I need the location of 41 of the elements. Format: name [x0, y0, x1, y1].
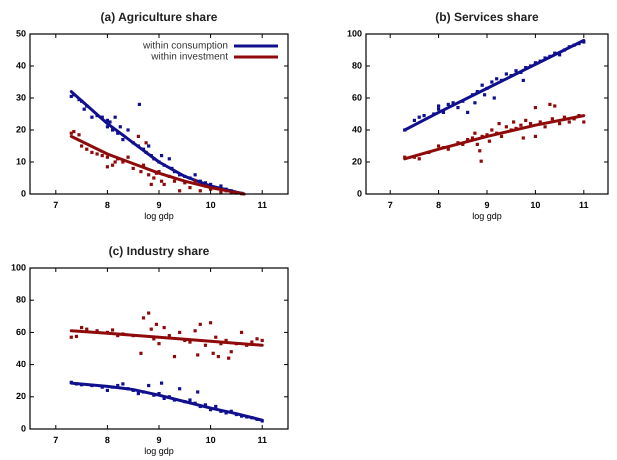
y-tick-label: 0 — [356, 188, 362, 198]
y-tick-label: 0 — [20, 423, 26, 434]
x-tick-label: 7 — [388, 200, 393, 210]
x-tick-label: 10 — [206, 200, 216, 210]
x-tick-label: 11 — [257, 200, 267, 210]
y-tick-label: 50 — [16, 28, 26, 38]
y-tick-label: 30 — [16, 92, 26, 102]
x-tick-label: 9 — [484, 200, 490, 210]
y-tick-label: 0 — [20, 188, 26, 198]
x-tick-label: 11 — [257, 435, 267, 445]
x-tick-label: 7 — [53, 200, 58, 210]
x-tick-label: 9 — [156, 435, 162, 445]
x-axis-title: log gdp — [472, 211, 502, 221]
y-tick-label: 40 — [352, 124, 362, 134]
y-tick-label: 100 — [10, 262, 26, 272]
x-tick-label: 10 — [206, 435, 216, 445]
y-tick-label: 100 — [346, 28, 362, 38]
y-tick-label: 80 — [352, 60, 362, 70]
y-tick-label: 20 — [352, 156, 362, 166]
x-tick-label: 11 — [579, 200, 589, 210]
chart-title: (a) Agriculture share — [100, 10, 218, 24]
chart-title: (c) Industry share — [108, 244, 210, 258]
x-tick-label: 8 — [104, 200, 110, 210]
y-tick-label: 60 — [16, 326, 26, 337]
legend-label: within investment — [150, 52, 228, 63]
x-tick-label: 10 — [530, 200, 540, 210]
x-tick-label: 8 — [436, 200, 442, 210]
y-tick-label: 20 — [16, 124, 26, 134]
y-tick-label: 60 — [352, 92, 362, 102]
y-tick-label: 20 — [16, 391, 26, 402]
y-tick-label: 10 — [16, 156, 26, 166]
x-tick-label: 7 — [53, 435, 58, 445]
x-axis-title: log gdp — [144, 211, 174, 221]
x-axis-title: log gdp — [144, 446, 174, 456]
y-tick-label: 40 — [16, 60, 26, 70]
x-tick-label: 9 — [156, 200, 162, 210]
legend-label: within consumption — [142, 40, 228, 52]
y-tick-label: 40 — [16, 358, 26, 369]
y-tick-label: 80 — [16, 294, 26, 305]
x-tick-label: 8 — [104, 435, 110, 445]
chart-title: (b) Services share — [435, 10, 540, 24]
